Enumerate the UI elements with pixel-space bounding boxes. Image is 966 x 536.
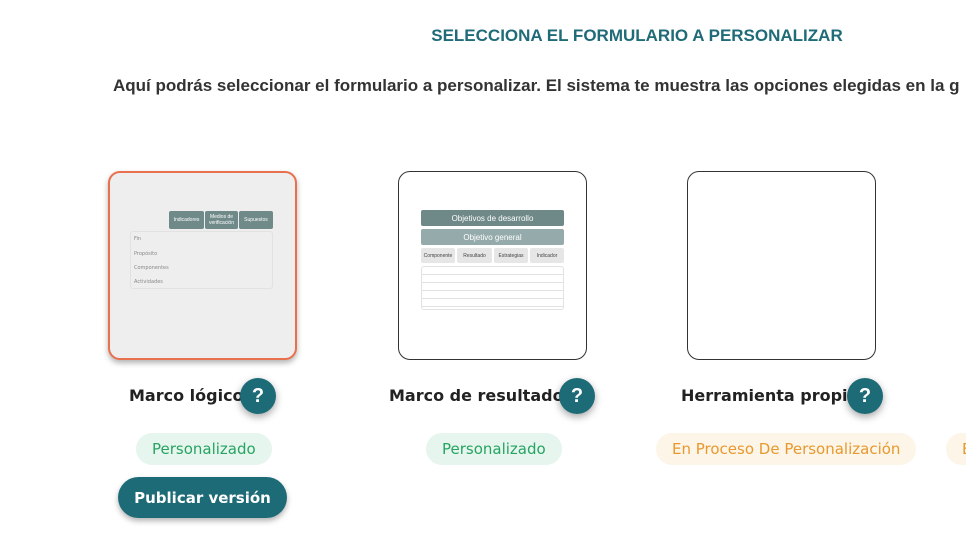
form-card-marco-logico[interactable]: Indicadores Medios de verificación Supue… [108,171,297,360]
status-badge: Personalizado [426,433,562,465]
status-badge: E [946,433,966,465]
preview-banner: Objetivo general [421,229,564,245]
preview-column: Medios de verificación [205,211,238,229]
preview-column: Indicador [530,248,564,263]
help-icon[interactable]: ? [240,378,276,414]
preview-column: Componente [421,248,455,263]
form-card-herramienta-propia[interactable] [687,171,876,360]
preview-column: Estrategias [494,248,528,263]
status-badge: En Proceso De Personalización [656,433,917,465]
status-badge: Personalizado [136,433,272,465]
preview-row: Actividades [134,279,163,285]
page-subtitle: Aquí podrás seleccionar el formulario a … [113,76,960,95]
form-label: Marco de resultados [389,386,574,405]
preview-row: Propósito [134,251,158,257]
help-icon[interactable]: ? [559,378,595,414]
help-icon[interactable]: ? [847,378,883,414]
preview-row: Componentes [134,265,169,271]
page-title: SELECCIONA EL FORMULARIO A PERSONALIZAR [431,26,843,45]
preview-column: Resultado [457,248,492,263]
form-label: Herramienta propia [681,386,859,405]
publish-version-button[interactable]: Publicar versión [118,477,287,518]
preview-column: Supuestos [239,211,273,229]
preview-banner: Objetivos de desarrollo [421,210,564,226]
preview-column: Indicadores [169,211,204,229]
form-card-marco-resultados[interactable]: Objetivos de desarrollo Objetivo general… [398,171,587,360]
preview-row: Fin [134,236,142,242]
form-label: Marco lógico [129,386,244,405]
